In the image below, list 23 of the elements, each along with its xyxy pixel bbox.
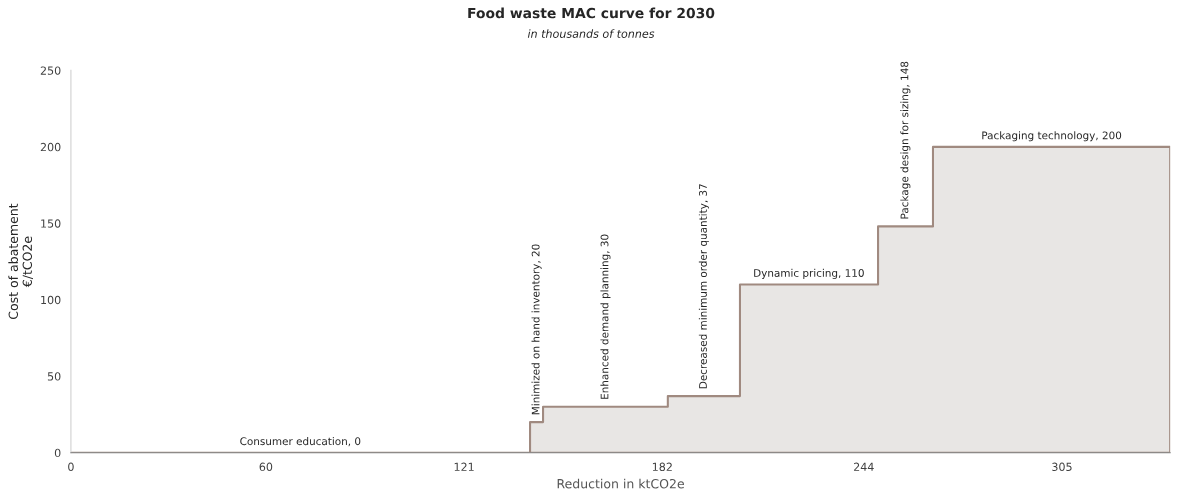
x-axis-title: Reduction in ktCO2e: [557, 478, 684, 489]
y-axis-title: Cost of abatement €/tCO2e: [8, 203, 33, 320]
annotation: Enhanced demand planning, 30: [600, 234, 611, 399]
x-tick-label: 60: [259, 462, 273, 472]
y-tick-label: 200: [40, 142, 61, 152]
y-tick-label: 50: [47, 372, 61, 381]
x-tick-label: 182: [652, 462, 672, 472]
y-tick-label: 100: [41, 295, 61, 305]
y-tick-label: 0: [54, 448, 61, 458]
annotation: Decreased minimum order quantity, 37: [698, 184, 709, 389]
chart-subtitle: in thousands of tonnes: [527, 29, 655, 38]
y-tick-label: 250: [40, 66, 61, 75]
annotation: Packaging technology, 200: [982, 131, 1122, 142]
annotation: Minimized on hand inventory, 20: [531, 244, 542, 415]
annotation: Package design for sizing, 148: [900, 61, 911, 219]
x-tick-label: 244: [853, 462, 874, 471]
chart-title: Food waste MAC curve for 2030: [468, 7, 715, 19]
x-tick-label: 305: [1052, 462, 1072, 472]
annotation: Dynamic pricing, 110: [754, 268, 864, 279]
x-tick-label: 0: [68, 462, 74, 472]
annotation: Consumer education, 0: [240, 437, 361, 447]
y-tick-label: 150: [41, 219, 61, 228]
x-tick-label: 121: [454, 462, 474, 471]
